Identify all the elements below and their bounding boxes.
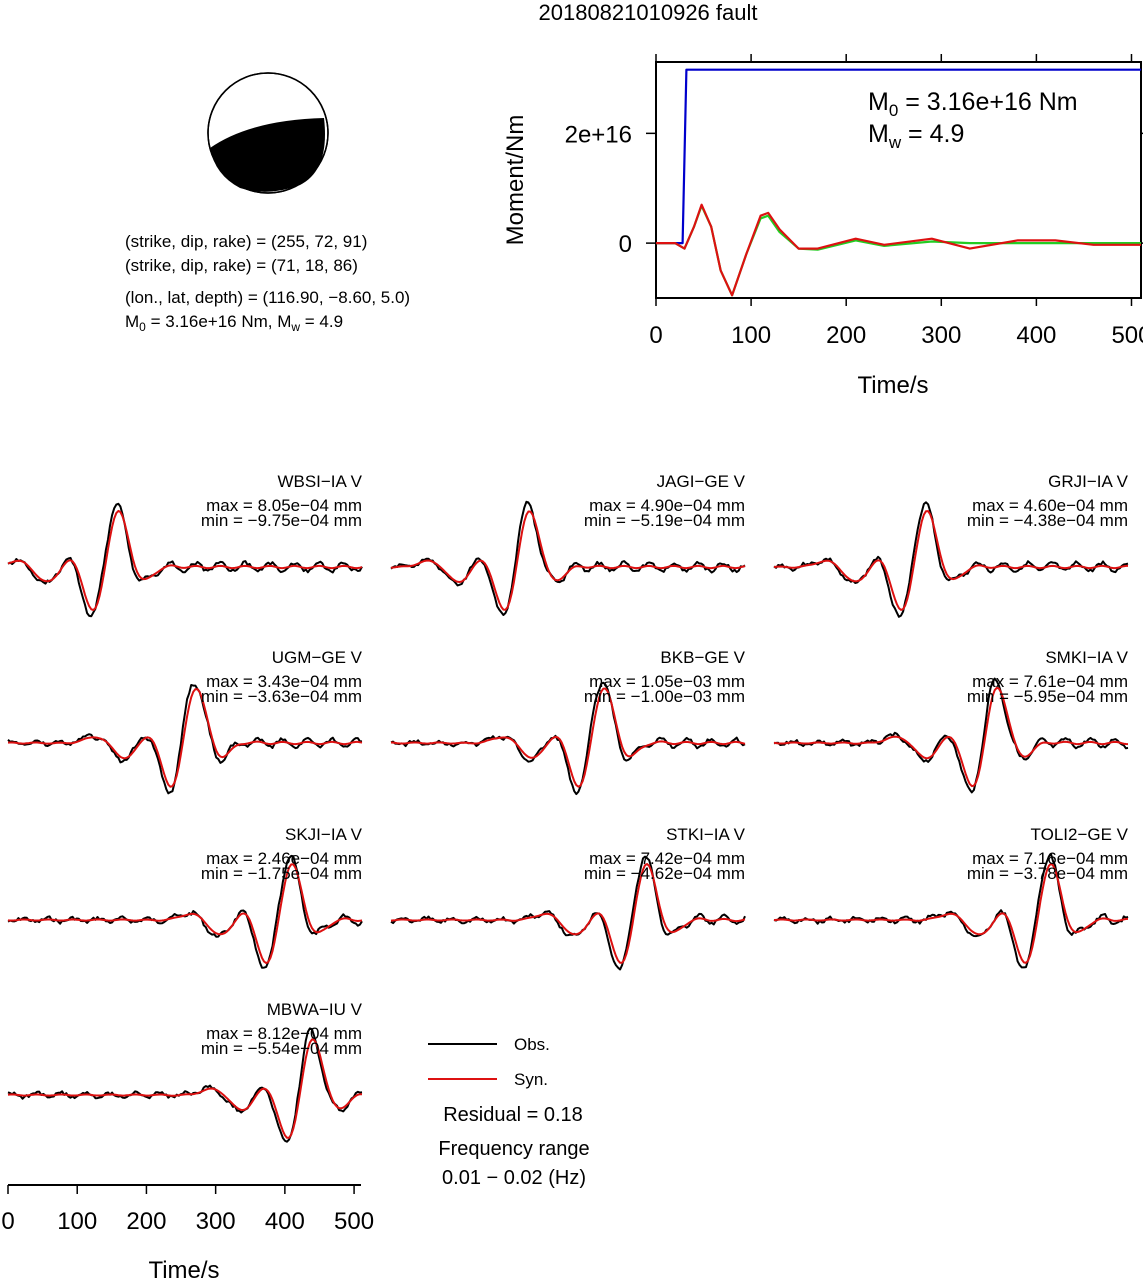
beachball: [207, 72, 329, 194]
location-text: (lon., lat, depth) = (116.90, −8.60, 5.0…: [125, 288, 410, 307]
station-min: min = −9.75e−04 mm: [201, 511, 362, 530]
frequency-title: Frequency range: [438, 1138, 589, 1160]
station-name: UGM−GE V: [272, 648, 363, 667]
waveform-xtick-label: 300: [196, 1208, 236, 1235]
station-name: JAGI−GE V: [657, 472, 746, 491]
station-name: TOLI2−GE V: [1031, 825, 1129, 844]
synthetic-trace: [390, 510, 746, 611]
station-max: max = 1.05e−03 mm: [589, 672, 745, 691]
station-min: min = −3.78e−04 mm: [967, 864, 1128, 883]
station-min: min = −1.75e−04 mm: [201, 864, 362, 883]
station-name: BKB−GE V: [660, 648, 745, 667]
waveform-xtick-label: 400: [265, 1208, 305, 1235]
stf-rate-line-a: [656, 204, 1141, 297]
stf-xtick-label: 300: [921, 322, 961, 349]
waveform-xtick-label: 500: [334, 1208, 374, 1235]
station-min: min = −5.54e−04 mm: [201, 1039, 362, 1058]
synthetic-trace: [7, 1038, 362, 1139]
figure-title: 20180821010926 fault: [539, 0, 758, 25]
stf-xtick-label: 200: [826, 322, 866, 349]
mechanism-info: (strike, dip, rake) = (255, 72, 91) (str…: [125, 232, 410, 334]
frequency-range: 0.01 − 0.02 (Hz): [442, 1167, 586, 1189]
station-max: max = 4.60e−04 mm: [972, 496, 1128, 515]
stf-rate-line-b: [656, 203, 1141, 297]
station-max: max = 7.42e−04 mm: [589, 849, 745, 868]
stf-xtick-label: 500: [1111, 322, 1143, 349]
observed-trace: [7, 684, 363, 795]
synthetic-trace: [7, 688, 363, 788]
station-name: MBWA−IU V: [267, 1000, 363, 1019]
station-min: min = −1.00e−03 mm: [584, 687, 745, 706]
residual-text: Residual = 0.18: [443, 1104, 583, 1126]
stf-xtick-label: 400: [1016, 322, 1056, 349]
synthetic-trace: [773, 862, 1129, 964]
station-max: max = 8.05e−04 mm: [206, 496, 362, 515]
station-min: min = −3.63e−04 mm: [201, 687, 362, 706]
station-name: GRJI−IA V: [1048, 472, 1128, 491]
station-min: min = −5.19e−04 mm: [584, 511, 745, 530]
station-min: min = −5.95e−04 mm: [967, 687, 1128, 706]
waveform-time-axis: 0 100 200 300 400 500 Time/s: [1, 1184, 374, 1281]
stf-annotation-mw: Mw = 4.9: [868, 120, 964, 152]
stf-ytick-label: 0: [619, 231, 632, 258]
legend-obs-label: Obs.: [514, 1035, 550, 1054]
station-max: max = 2.46e−04 mm: [206, 849, 362, 868]
station-max: max = 7.16e−04 mm: [972, 849, 1128, 868]
station-name: WBSI−IA V: [277, 472, 362, 491]
synthetic-trace: [773, 510, 1128, 611]
plane2-text: (strike, dip, rake) = (71, 18, 86): [125, 256, 358, 275]
station-max: max = 8.12e−04 mm: [206, 1024, 362, 1043]
waveform-xtick-label: 200: [126, 1208, 166, 1235]
legend-syn-label: Syn.: [514, 1070, 548, 1089]
moment-text: M0 = 3.16e+16 Nm, Mw = 4.9: [125, 312, 343, 334]
station-max: max = 4.90e−04 mm: [589, 496, 745, 515]
synthetic-trace: [390, 863, 746, 964]
stf-xtick-label: 0: [649, 322, 662, 349]
synthetic-trace: [390, 687, 746, 788]
synthetic-trace: [773, 686, 1129, 788]
stf-plot-frame: [655, 61, 1142, 299]
stf-xtick-label: 100: [731, 322, 771, 349]
observed-trace: [7, 502, 363, 618]
synthetic-trace: [7, 863, 363, 965]
observed-trace: [773, 677, 1129, 794]
stf-ylabel: Moment/Nm: [502, 115, 529, 246]
legend: Obs. Syn. Residual = 0.18 Frequency rang…: [428, 1035, 590, 1189]
stf-annotation-m0: M0 = 3.16e+16 Nm: [868, 88, 1078, 120]
stf-xlabel: Time/s: [857, 372, 928, 399]
station-name: STKI−IA V: [666, 825, 746, 844]
station-min: min = −4.38e−04 mm: [967, 511, 1128, 530]
plane1-text: (strike, dip, rake) = (255, 72, 91): [125, 232, 367, 251]
stf-chart: 0 100 200 300 400 500 2e+16 0 M0 = 3.16e+16 Nm…: [502, 54, 1143, 399]
waveform-xtick-label: 0: [1, 1208, 14, 1235]
station-max: max = 3.43e−04 mm: [206, 672, 362, 691]
station-min: min = −4.62e−04 mm: [584, 864, 745, 883]
synthetic-trace: [7, 509, 363, 611]
station-name: SKJI−IA V: [285, 825, 363, 844]
station-name: SMKI−IA V: [1045, 648, 1128, 667]
station-max: max = 7.61e−04 mm: [972, 672, 1128, 691]
waveform-xlabel: Time/s: [148, 1257, 219, 1281]
waveform-xtick-label: 100: [57, 1208, 97, 1235]
stf-ytick-label: 2e+16: [565, 121, 632, 148]
